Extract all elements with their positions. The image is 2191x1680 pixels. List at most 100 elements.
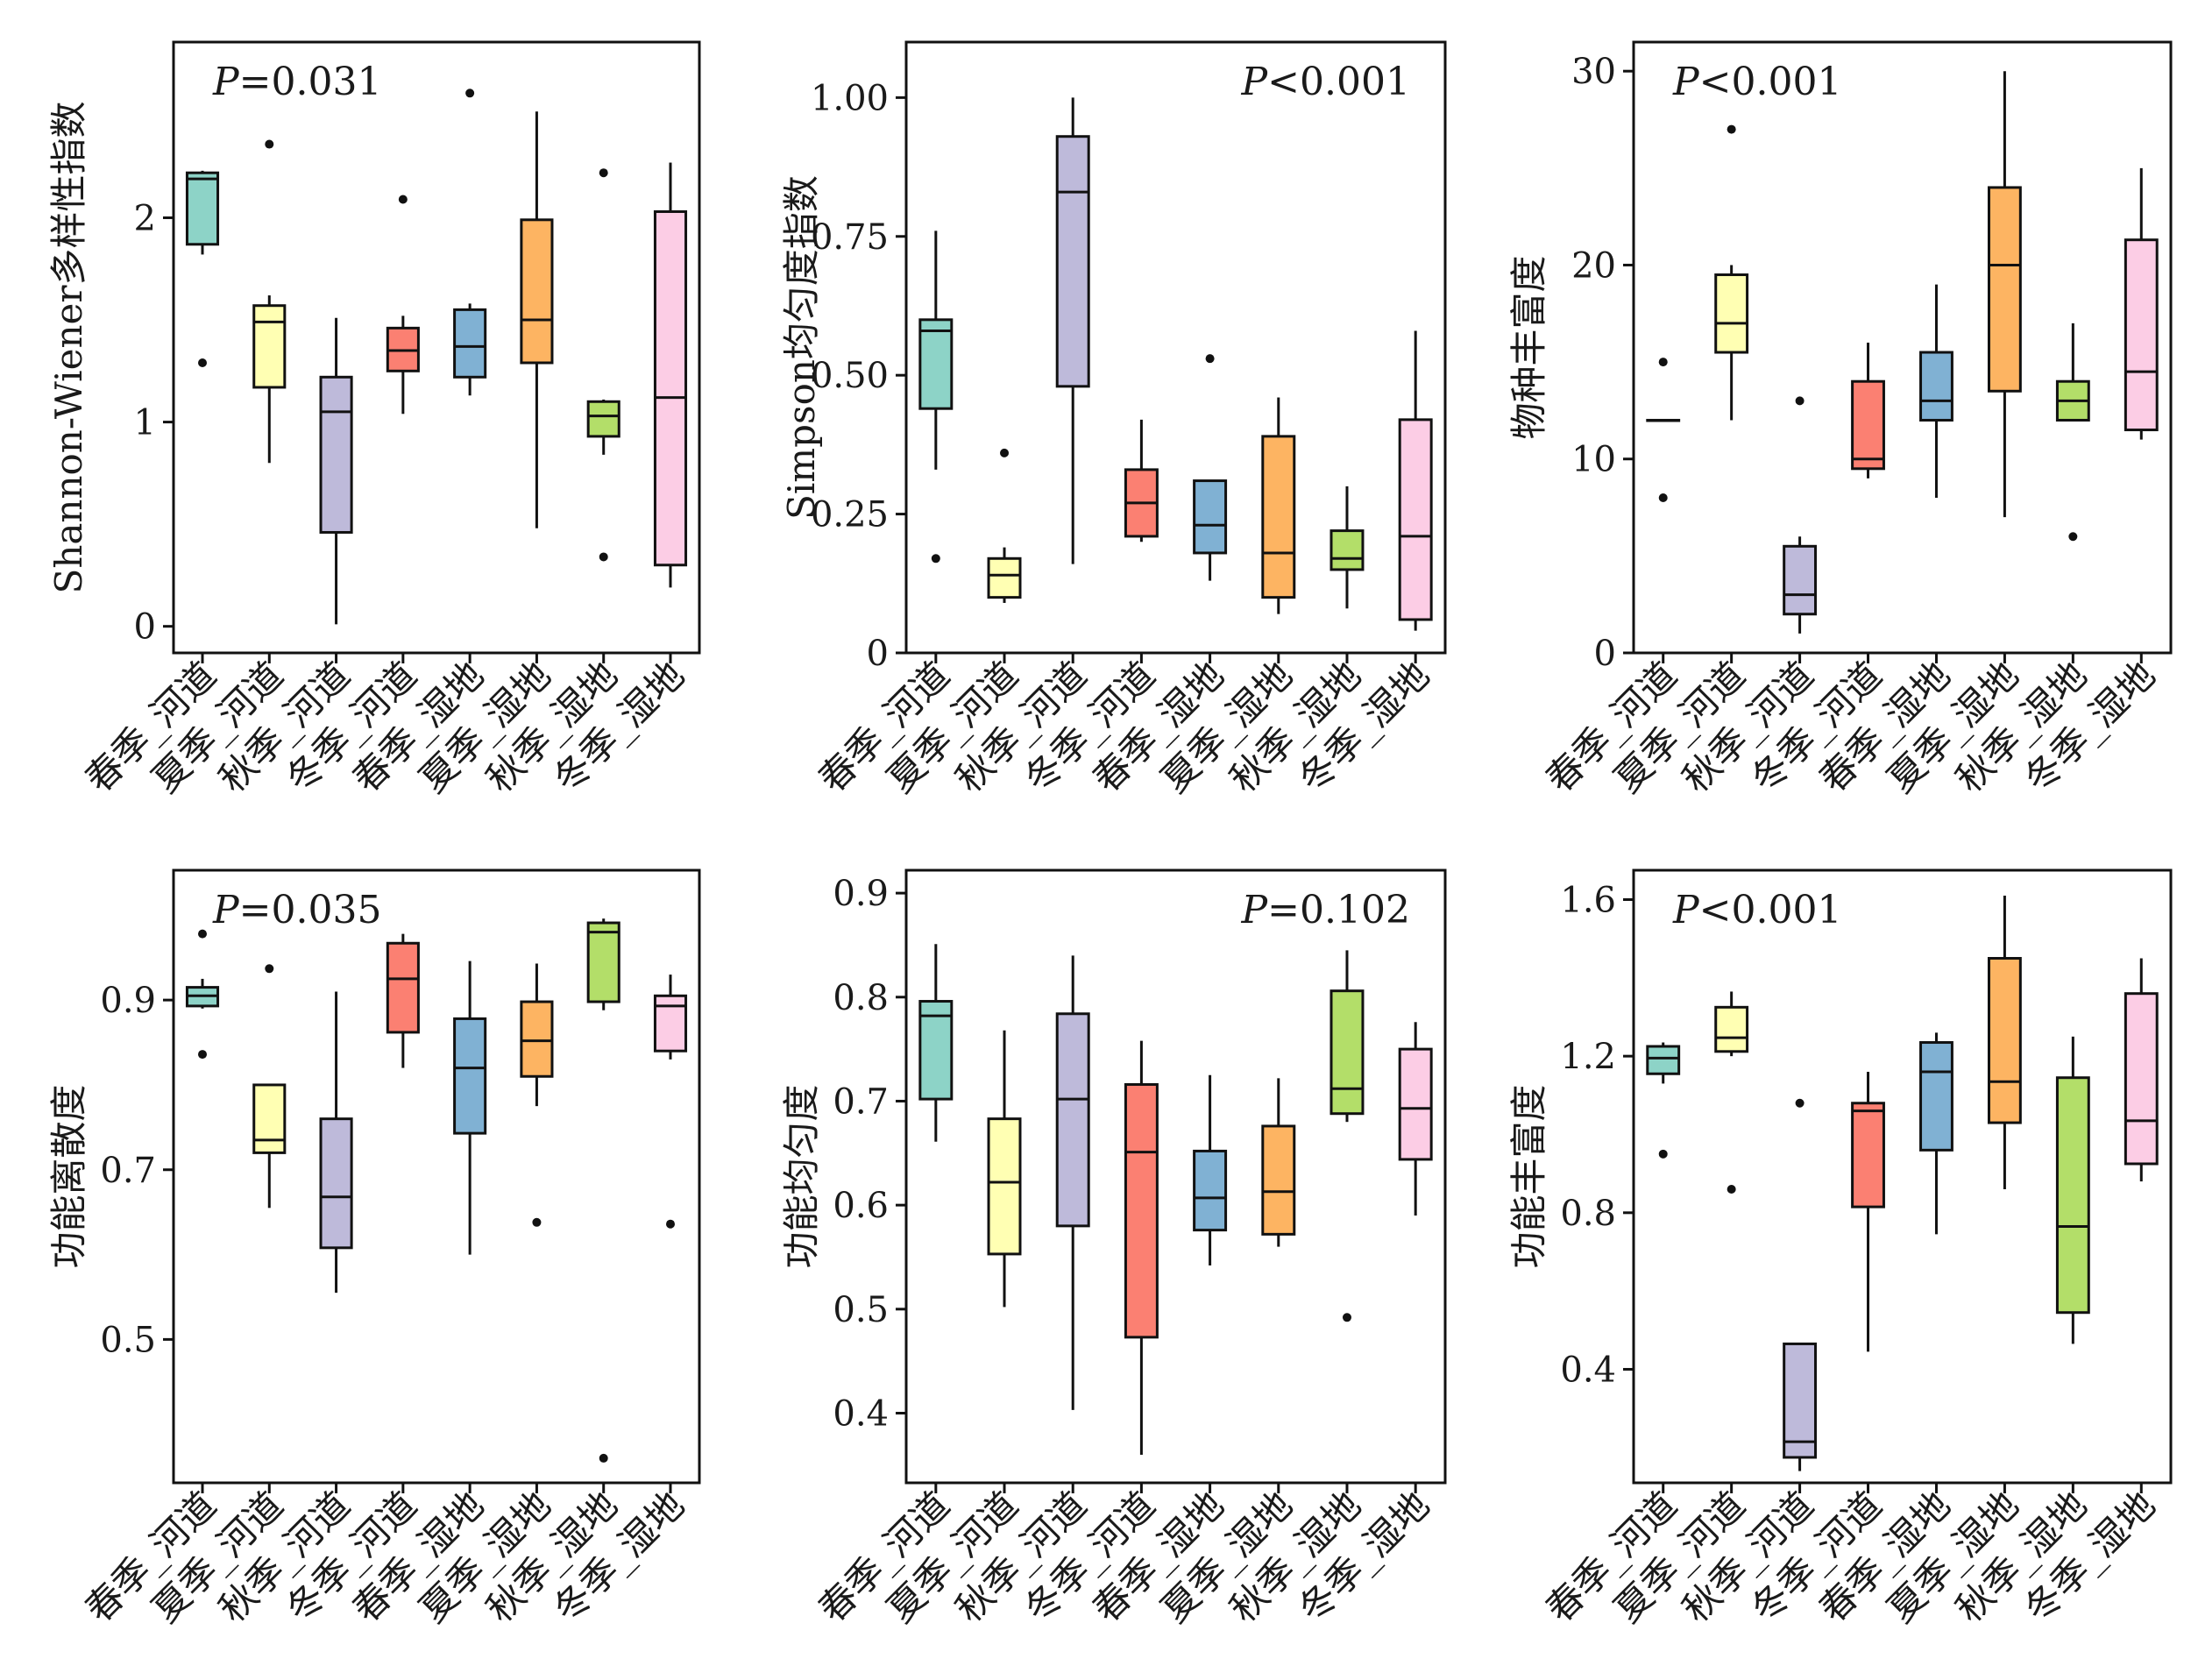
box-2	[1714, 124, 1749, 421]
box-iqr	[1714, 1005, 1749, 1053]
p-value-text: =0.102	[1267, 888, 1410, 932]
box-iqr	[1919, 351, 1953, 422]
outlier-point	[2068, 532, 2078, 542]
box-8	[653, 162, 688, 588]
box-6	[1987, 71, 2022, 518]
chart-panel-5: 0.40.50.60.70.80.9春季_河道夏季_河道秋季_河道冬季_河道春季…	[780, 868, 1447, 1631]
box-2	[987, 1030, 1022, 1308]
y-tick-label: 0	[134, 607, 156, 648]
y-tick-label: 2	[134, 198, 156, 238]
p-value-label: P<0.001	[1241, 60, 1410, 104]
y-tick-label: 20	[1571, 245, 1616, 286]
outlier-point	[1000, 448, 1010, 457]
axes-frame	[172, 868, 701, 1485]
p-value-label: P<0.001	[1672, 60, 1841, 104]
y-tick-label: 0.9	[833, 874, 889, 914]
box-4	[386, 933, 420, 1068]
axes-frame	[1632, 868, 2173, 1485]
outlier-point	[1658, 358, 1668, 367]
p-value-symbol: P	[212, 60, 240, 104]
box-iqr	[1398, 418, 1433, 621]
p-value-label: P=0.031	[212, 60, 381, 104]
box-3	[1055, 955, 1090, 1410]
outlier-point	[1658, 1149, 1668, 1159]
box-iqr	[520, 1000, 554, 1078]
outlier-point	[265, 139, 274, 149]
box-iqr	[987, 1117, 1022, 1256]
outlier-point	[198, 929, 207, 939]
box-3	[1783, 1098, 1818, 1471]
box-5	[453, 961, 487, 1255]
box-iqr	[319, 375, 353, 534]
y-tick-label: 0.8	[833, 978, 889, 1018]
box-iqr	[1329, 529, 1365, 571]
box-4	[1851, 342, 1885, 478]
y-tick-label: 0.7	[100, 1151, 156, 1191]
y-axis-label: 物种丰富度	[1507, 255, 1550, 439]
outlier-point	[1727, 1185, 1736, 1194]
outlier-point	[666, 1219, 675, 1229]
y-axis-label: 功能离散度	[47, 1084, 90, 1268]
box-iqr	[1261, 1124, 1296, 1236]
outlier-point	[599, 168, 608, 178]
outlier-point	[198, 358, 207, 367]
box-iqr	[2124, 238, 2159, 432]
box-2	[252, 964, 287, 1209]
y-tick-label: 1	[134, 403, 156, 443]
chart-panel-6: 0.40.81.21.6春季_河道夏季_河道秋季_河道冬季_河道春季_湿地夏季_…	[1507, 868, 2173, 1631]
box-8	[2124, 958, 2159, 1182]
y-axis-label: 功能均匀度	[780, 1084, 823, 1268]
box-2	[252, 139, 287, 464]
box-iqr	[1783, 544, 1818, 616]
y-tick-label: 1.00	[811, 78, 889, 118]
box-iqr	[653, 994, 688, 1053]
p-value-text: =0.035	[239, 888, 382, 932]
box-iqr	[1398, 1047, 1433, 1161]
axes-frame	[904, 868, 1447, 1485]
box-7	[586, 918, 620, 1463]
box-2	[1714, 991, 1749, 1194]
box-iqr	[586, 400, 620, 438]
box-8	[653, 975, 688, 1229]
box-6	[520, 111, 554, 528]
outlier-point	[465, 89, 475, 98]
chart-panel-3: 0102030春季_河道夏季_河道秋季_河道冬季_河道春季_湿地夏季_湿地秋季_…	[1507, 40, 2173, 801]
box-iqr	[918, 1000, 954, 1101]
y-tick-label: 0.5	[100, 1320, 156, 1360]
y-tick-label: 0.5	[833, 1290, 889, 1330]
p-value-symbol: P	[212, 888, 240, 932]
box-iqr	[1919, 1041, 1953, 1152]
chart-panel-4: 0.50.70.9春季_河道夏季_河道秋季_河道冬季_河道春季_湿地夏季_湿地秋…	[47, 868, 701, 1631]
box-iqr	[1055, 135, 1090, 388]
box-iqr	[319, 1117, 353, 1250]
box-5	[453, 89, 487, 396]
box-8	[1398, 330, 1433, 631]
y-tick-label: 0	[867, 634, 889, 674]
box-7	[2055, 1036, 2090, 1344]
box-2	[987, 448, 1022, 603]
p-value-text: <0.001	[1699, 888, 1842, 932]
box-iqr	[918, 318, 954, 410]
y-tick-label: 1.6	[1560, 880, 1616, 920]
outlier-point	[1795, 1098, 1805, 1108]
box-iqr	[586, 921, 620, 1003]
box-4	[1124, 419, 1159, 542]
box-4	[1124, 1040, 1159, 1455]
box-iqr	[1329, 989, 1365, 1116]
p-value-symbol: P	[1672, 888, 1700, 932]
box-3	[1055, 97, 1090, 564]
box-iqr	[386, 941, 420, 1034]
y-tick-label: 0.4	[833, 1393, 889, 1434]
box-1	[185, 170, 220, 367]
box-iqr	[987, 556, 1022, 599]
y-tick-label: 0	[1594, 634, 1616, 674]
box-iqr	[1193, 479, 1228, 555]
chart-panel-1: 012春季_河道夏季_河道秋季_河道冬季_河道春季_湿地夏季_湿地秋季_湿地冬季…	[47, 40, 701, 801]
box-iqr	[1851, 379, 1885, 471]
y-axis-label: Shannon-Wiener多样性指数	[47, 102, 90, 594]
outlier-point	[198, 1050, 207, 1060]
outlier-point	[265, 964, 274, 974]
box-8	[2124, 167, 2159, 440]
box-1	[185, 929, 220, 1060]
